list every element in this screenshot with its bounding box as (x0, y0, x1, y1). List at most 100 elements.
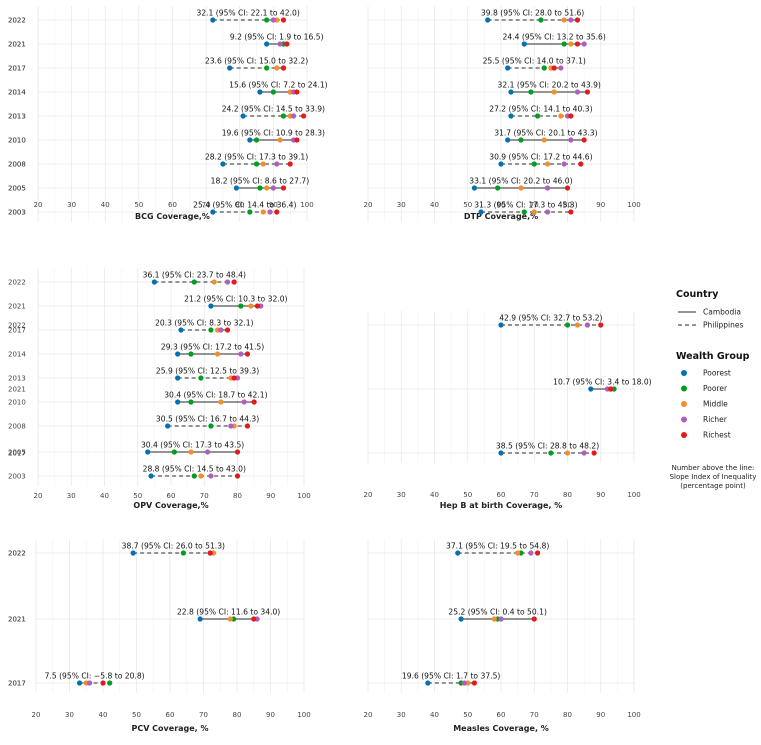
poorer-point (191, 473, 197, 479)
y-tick-label: 2021 (8, 41, 26, 49)
x-tick-label: 80 (563, 711, 572, 719)
richest-point (471, 680, 477, 686)
y-tick-label: 2014 (8, 89, 26, 97)
poorer-point (208, 423, 214, 429)
sii-label: 31.7 (95% CI: 20.1 to 43.3) (494, 129, 597, 138)
sii-label: 23.6 (95% CI: 15.0 to 32.2) (205, 57, 308, 66)
legend-group-label: Poorer (703, 384, 728, 393)
row-2021: 2021 21.2 (95% CI: 10.3 to 32.0) (8, 295, 288, 311)
richer-point (574, 89, 581, 95)
sii-label: 25.2 (95% CI: 0.4 to 50.1) (448, 608, 547, 617)
richer-point (218, 327, 224, 333)
row-2017: 2017 19.6 (95% CI: 1.7 to 37.5) (8, 672, 500, 688)
x-tick-label: 90 (266, 492, 275, 500)
richest-point (244, 351, 251, 357)
x-tick-label: 80 (563, 491, 572, 499)
poorest-point (130, 550, 136, 556)
poorest-point (175, 375, 181, 381)
poorest-point (508, 89, 514, 95)
richest-point (244, 423, 251, 429)
row-2005: 2005 18.2 (95% CI: 8.6 to 27.7) (8, 177, 309, 193)
sii-label: 10.7 (95% CI: 3.4 to 18.0) (553, 378, 652, 387)
x-tick-label: 50 (134, 201, 143, 209)
row-2003: 2003 25.4 (95% CI: 14.4 to 36.4) (8, 201, 296, 217)
legend-poorest-dot (681, 370, 687, 376)
poorest-point (197, 616, 203, 622)
richer-point (270, 185, 276, 191)
row-2014: 2014 32.1 (95% CI: 20.2 to 43.9) (8, 81, 601, 97)
poorer-point (531, 161, 537, 167)
sii-label: 37.1 (95% CI: 19.5 to 54.8) (446, 542, 549, 551)
row-2008: 2008 30.9 (95% CI: 17.2 to 44.6) (8, 153, 593, 169)
poorer-point (208, 327, 214, 333)
poorest-point (455, 550, 461, 556)
y-tick-label: 2013 (8, 375, 26, 383)
poorest-point (175, 399, 181, 405)
row-2022: 2022 38.7 (95% CI: 26.0 to 51.3) (8, 542, 225, 558)
sii-label: 25.9 (95% CI: 12.5 to 39.3) (156, 367, 259, 376)
richer-point (228, 423, 234, 429)
x-tick-label: 50 (463, 711, 472, 719)
x-tick-label: 60 (166, 711, 175, 719)
middle-point (260, 209, 266, 215)
x-tick-label: 90 (266, 711, 275, 719)
sii-label: 7.5 (95% CI: −5.8 to 20.8) (45, 672, 145, 681)
richest-point (294, 137, 300, 143)
poorer-point (247, 209, 253, 215)
y-tick-label: 2021 (8, 41, 26, 49)
richest-point (578, 161, 584, 167)
middle-point (227, 616, 233, 622)
middle-point (274, 65, 280, 71)
richest-point (551, 65, 557, 71)
y-tick-label: 2017 (8, 65, 26, 73)
middle-point (515, 550, 521, 556)
row-2017: 2017 7.5 (95% CI: −5.8 to 20.8) (8, 672, 145, 688)
poorer-point (188, 399, 194, 405)
x-axis-title: PCV Coverage, % (131, 724, 208, 733)
row-2017: 2017 38.5 (95% CI: 28.8 to 48.2) (8, 442, 599, 458)
richest-point (254, 303, 261, 309)
poorest-point (76, 680, 83, 686)
x-tick-label: 80 (563, 201, 572, 209)
richest-point (591, 450, 597, 456)
poorer-point (495, 185, 501, 191)
richest-point (231, 375, 237, 381)
poorer-point (191, 279, 197, 285)
x-tick-label: 40 (100, 492, 109, 500)
x-tick-label: 30 (67, 201, 76, 209)
richer-point (568, 17, 574, 23)
sii-label: 30.5 (95% CI: 16.7 to 44.3) (156, 415, 259, 424)
legend-group-label: Richer (703, 415, 728, 424)
poorest-point (178, 327, 184, 333)
x-axis-title: DTP Coverage,% (464, 212, 538, 221)
richer-point (461, 680, 468, 686)
x-tick-label: 70 (530, 201, 539, 209)
poorest-point (588, 386, 594, 392)
middle-point (558, 113, 564, 119)
richer-point (561, 161, 567, 167)
legend-group-label: Richest (703, 431, 731, 440)
panel-3: 20 30 40 50 60 70 80 90 100 OPV Coverage,% 2022 36.… (8, 268, 311, 510)
middle-point (188, 449, 194, 455)
x-tick-label: 70 (199, 711, 208, 719)
sii-label: 22.8 (95% CI: 11.6 to 34.0) (177, 608, 280, 617)
legend-note-line: Number above the line: (672, 464, 755, 472)
poorer-point (561, 41, 567, 47)
poorest-point (471, 185, 477, 191)
row-2022: 2022 42.9 (95% CI: 32.7 to 53.2) (8, 314, 604, 330)
richest-point (100, 680, 106, 686)
middle-point (211, 279, 217, 285)
poorer-point (198, 375, 204, 381)
poorest-point (240, 113, 246, 119)
row-2013: 2013 24.2 (95% CI: 14.5 to 33.9) (8, 105, 325, 121)
sii-label: 33.1 (95% CI: 20.2 to 46.0) (469, 177, 572, 186)
y-tick-label: 2014 (8, 89, 26, 97)
middle-point (561, 17, 567, 23)
poorest-point (425, 680, 431, 686)
x-axis-title: Hep B at birth Coverage, % (440, 501, 563, 510)
legend-group-label: Middle (703, 400, 728, 409)
poorest-point (148, 473, 154, 479)
poorest-point (498, 450, 504, 456)
middle-point (531, 209, 537, 215)
poorest-point (508, 113, 514, 119)
